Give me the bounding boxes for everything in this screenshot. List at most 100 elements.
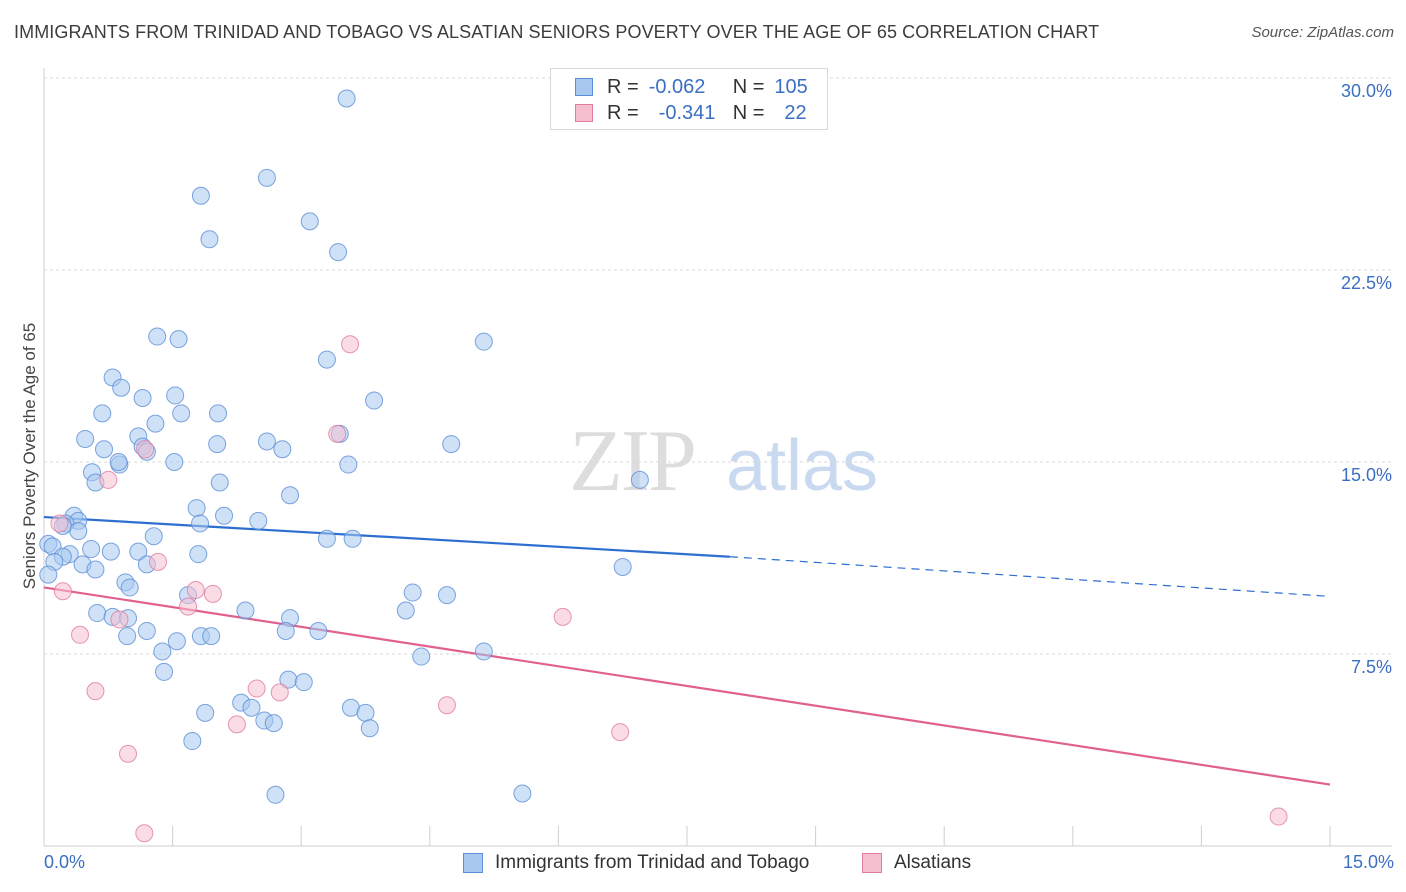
data-point-alsatian — [71, 625, 90, 644]
data-point-trinidad — [76, 429, 95, 448]
legend-r-value: -0.341 — [658, 101, 716, 124]
data-point-trinidad — [137, 621, 156, 640]
data-point-trinidad — [146, 414, 165, 433]
data-point-trinidad — [169, 330, 188, 349]
data-point-trinidad — [337, 89, 356, 108]
data-point-trinidad — [236, 601, 255, 620]
data-point-alsatian — [341, 335, 360, 354]
data-point-trinidad — [191, 186, 210, 205]
axes — [43, 68, 1392, 847]
x-tick-label-max: 15.0% — [1342, 852, 1394, 872]
data-point-trinidad — [412, 647, 431, 666]
x-tick-label-min: 0.0% — [44, 852, 86, 872]
data-point-alsatian — [179, 597, 198, 616]
series-legend-trinidad: Immigrants from Trinidad and Tobago — [463, 852, 809, 874]
data-point-trinidad — [249, 511, 268, 530]
data-point-trinidad — [613, 557, 632, 576]
data-point-trinidad — [317, 529, 336, 548]
gridlines — [44, 77, 1392, 655]
data-point-alsatian — [611, 723, 630, 742]
data-point-trinidad — [167, 632, 186, 651]
data-point-trinidad — [144, 527, 163, 546]
data-point-trinidad — [202, 627, 221, 646]
data-point-alsatian — [136, 440, 155, 459]
data-point-alsatian — [328, 424, 347, 443]
data-point-trinidad — [276, 621, 295, 640]
data-point-trinidad — [442, 435, 461, 454]
y-tick-labels: 7.5% 15.0% 22.5% 30.0% — [1341, 81, 1392, 677]
data-point-trinidad — [273, 440, 292, 459]
data-point-alsatian — [270, 683, 289, 702]
watermark-atlas: atlas — [726, 426, 878, 506]
trend-line-trinidad-projection — [729, 556, 1331, 597]
legend-r-label: R = — [607, 101, 639, 124]
trend-lines — [43, 515, 1331, 786]
data-point-alsatian — [50, 514, 69, 533]
data-point-trinidad — [118, 627, 137, 646]
data-point-trinidad — [69, 522, 88, 541]
data-point-trinidad — [281, 486, 300, 505]
series-swatch-pink — [862, 853, 882, 873]
data-point-trinidad — [148, 327, 167, 346]
series-legend: Immigrants from Trinidad and Tobago Alsa… — [0, 852, 1406, 876]
legend-row-trinidad: R = -0.062 N = 105 — [575, 75, 808, 99]
legend-n-value: 105 — [774, 75, 808, 98]
data-point-trinidad — [93, 404, 112, 423]
y-tick-label: 15.0% — [1341, 465, 1392, 485]
data-point-trinidad — [396, 601, 415, 620]
data-point-alsatian — [1269, 807, 1288, 826]
data-point-alsatian — [53, 582, 72, 601]
data-point-trinidad — [166, 386, 185, 405]
data-point-trinidad — [210, 473, 229, 492]
data-point-trinidad — [133, 389, 152, 407]
data-point-trinidad — [317, 350, 336, 369]
series-legend-alsatians: Alsatians — [862, 852, 971, 874]
data-point-trinidad — [183, 732, 202, 751]
data-point-trinidad — [403, 583, 422, 602]
data-point-trinidad — [153, 642, 172, 661]
data-point-trinidad — [155, 662, 174, 681]
data-point-trinidad — [165, 453, 184, 471]
chart-title: IMMIGRANTS FROM TRINIDAD AND TOBAGO VS A… — [14, 22, 1100, 42]
data-point-trinidad — [630, 470, 649, 489]
data-point-alsatian — [437, 696, 456, 715]
data-point-trinidad — [39, 565, 58, 584]
data-point-trinidad — [187, 499, 206, 518]
data-point-alsatian — [110, 610, 129, 629]
data-point-trinidad — [101, 542, 120, 561]
data-point-trinidad — [257, 168, 276, 187]
data-point-trinidad — [120, 578, 139, 597]
source-label: Source: ZipAtlas.com — [1251, 24, 1394, 41]
data-points — [39, 89, 1288, 843]
data-point-trinidad — [200, 230, 219, 249]
data-point-trinidad — [266, 785, 285, 804]
legend-n-label: N = — [732, 75, 765, 98]
data-point-trinidad — [309, 621, 328, 640]
data-point-trinidad — [215, 506, 234, 525]
legend-r-value: -0.062 — [648, 75, 706, 98]
data-point-alsatian — [149, 552, 168, 571]
trend-line-alsatian — [43, 586, 1331, 786]
data-point-alsatian — [553, 607, 572, 626]
data-point-alsatian — [99, 470, 118, 489]
data-point-alsatian — [203, 584, 222, 603]
data-point-alsatian — [119, 744, 138, 763]
y-tick-label: 7.5% — [1351, 657, 1392, 677]
data-point-trinidad — [129, 542, 148, 561]
data-point-alsatian — [86, 682, 105, 701]
data-point-trinidad — [82, 540, 101, 559]
data-point-trinidad — [86, 560, 105, 579]
data-point-alsatian — [227, 715, 246, 734]
data-point-trinidad — [112, 378, 131, 397]
data-point-trinidad — [189, 545, 208, 564]
data-point-trinidad — [474, 332, 493, 351]
data-point-trinidad — [257, 432, 276, 451]
series-legend-label: Alsatians — [894, 852, 972, 873]
data-point-trinidad — [208, 435, 227, 454]
data-point-trinidad — [513, 784, 532, 803]
series-swatch-blue — [463, 853, 483, 873]
data-point-trinidad — [474, 642, 493, 661]
data-point-trinidad — [437, 586, 456, 605]
y-tick-label: 22.5% — [1341, 273, 1392, 293]
